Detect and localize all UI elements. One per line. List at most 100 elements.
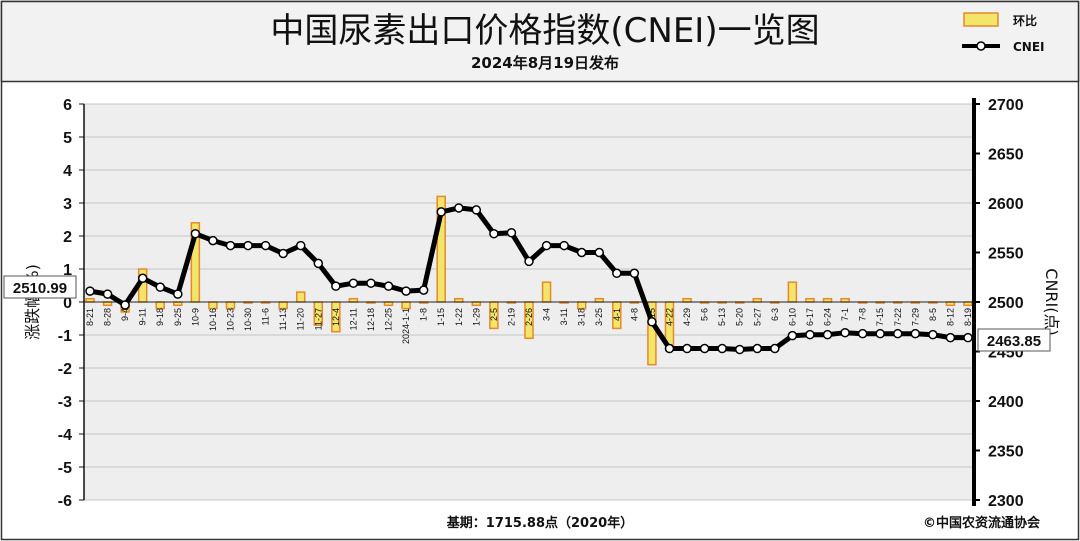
cnei-point (190, 228, 201, 239)
left-tick-label: 5 (63, 130, 72, 147)
x-tick-label: 6-3 (770, 308, 780, 321)
cnei-point (331, 281, 341, 291)
x-tick-label: 12-11 (348, 308, 358, 330)
last-value-box (977, 328, 1051, 352)
x-tick-label: 11-13 (278, 308, 288, 330)
x-tick-label: 2-26 (524, 308, 534, 326)
bar (541, 281, 552, 303)
cnei-point (559, 240, 569, 251)
x-tick-label: 3-4 (542, 308, 552, 321)
cnei-point (664, 343, 675, 354)
legend: 环比 CNEI (962, 12, 1045, 54)
base-period-note: 基期：1715.88点（2020年） (446, 515, 633, 531)
x-tick-label: 11-27 (313, 308, 323, 330)
x-tick-label: 1-8 (419, 308, 429, 321)
cnei-point (787, 330, 798, 341)
x-tick-label: 7-1 (840, 308, 850, 321)
cnei-point (85, 286, 95, 296)
x-tick-label: 5-13 (717, 308, 727, 326)
cnei-point (436, 207, 446, 217)
x-tick-label: 2-19 (506, 308, 516, 326)
left-tick-label: -3 (58, 394, 72, 411)
right-tick-label: 2600 (988, 196, 1024, 213)
right-tick-label: 2300 (988, 493, 1024, 510)
x-tick-label: 10-23 (225, 308, 235, 331)
left-tick-label: 2 (63, 229, 72, 246)
first-value-label: 2510.99 (13, 280, 67, 297)
cnei-point (383, 281, 394, 291)
cnei-point (102, 289, 113, 299)
left-tick-label: -4 (58, 427, 72, 444)
x-tick-label: 2024-1-1 (401, 308, 411, 344)
cnei-point (840, 327, 850, 338)
first-value-callout: 2510.99 (3, 275, 77, 299)
cnei-point (734, 344, 745, 355)
x-tick-label: 1-29 (471, 308, 481, 326)
cnei-point (348, 278, 359, 288)
right-axis-title: CNRI(点) (1042, 268, 1061, 335)
cnei-point (243, 240, 253, 251)
x-tick-label: 10-16 (208, 308, 218, 331)
left-tick-label: -1 (58, 328, 72, 345)
bar (225, 301, 236, 310)
cnei-point (752, 343, 763, 354)
x-tick-label: 11-20 (296, 308, 306, 330)
right-tick-label: 2350 (988, 444, 1024, 461)
left-tick-label: -2 (58, 361, 72, 378)
x-tick-label: 7-29 (910, 308, 920, 326)
x-tick-label: 7-8 (858, 308, 868, 321)
x-tick-label: 4-29 (682, 308, 692, 326)
cnei-point (506, 227, 517, 238)
cnei-point (489, 228, 499, 239)
x-tick-labels: 8-21 8-28 9-4 9-11 9-18 9-25 10-9 10-16 10-23 10-… (85, 308, 973, 344)
x-tick-label: 6-10 (787, 308, 797, 326)
cnei-point (260, 240, 271, 251)
x-tick-label: 4-1 (612, 308, 622, 321)
cnei-point (225, 240, 236, 251)
x-tick-label: 11-6 (261, 308, 271, 325)
cnei-point (208, 235, 218, 246)
legend-line-marker (976, 41, 986, 51)
cnei-point (120, 300, 130, 310)
cnei-point (770, 343, 780, 354)
x-tick-label: 8-12 (945, 308, 955, 326)
x-tick-label: 4-8 (629, 308, 639, 321)
cnei-point (893, 328, 903, 339)
cnei-point (401, 286, 411, 296)
cnei-point (875, 328, 885, 339)
cnei-point (822, 329, 833, 340)
right-tick-label: 2400 (988, 394, 1024, 411)
x-tick-label: 2-5 (489, 308, 499, 321)
cnei-point (594, 247, 604, 258)
cnei-point (717, 343, 727, 354)
cnei-point (471, 205, 482, 215)
x-tick-label: 8-5 (928, 308, 938, 321)
x-tick-label: 3-25 (594, 308, 604, 326)
x-tick-label: 9-25 (173, 308, 183, 326)
bar (787, 281, 798, 303)
x-tick-label: 8-28 (103, 308, 113, 326)
bar (208, 301, 218, 310)
bar (576, 301, 587, 310)
last-value-callout: 2463.85 (977, 328, 1051, 352)
x-tick-label: 12-4 (331, 308, 341, 326)
x-tick-label: 9-18 (155, 308, 165, 326)
cnei-point (612, 268, 622, 279)
x-tick-label: 12-18 (366, 308, 376, 331)
cnei-point (418, 285, 429, 295)
right-tick-label: 2500 (988, 295, 1024, 312)
cnei-point (699, 343, 710, 354)
x-tick-label: 9-11 (138, 308, 148, 325)
left-tick-label: -5 (58, 460, 72, 477)
x-tick-label: 12-25 (384, 308, 394, 331)
x-tick-label: 8-21 (85, 308, 95, 326)
x-tick-label: 7-15 (875, 308, 885, 326)
legend-label-line: CNEI (1013, 40, 1045, 54)
cnei-point (155, 282, 165, 292)
x-tick-label: 5-27 (752, 308, 762, 326)
x-tick-label: 7-22 (893, 308, 903, 326)
legend-bar-swatch (963, 12, 999, 27)
right-tick-label: 2700 (988, 97, 1024, 114)
x-tick-label: 9-4 (120, 308, 130, 321)
